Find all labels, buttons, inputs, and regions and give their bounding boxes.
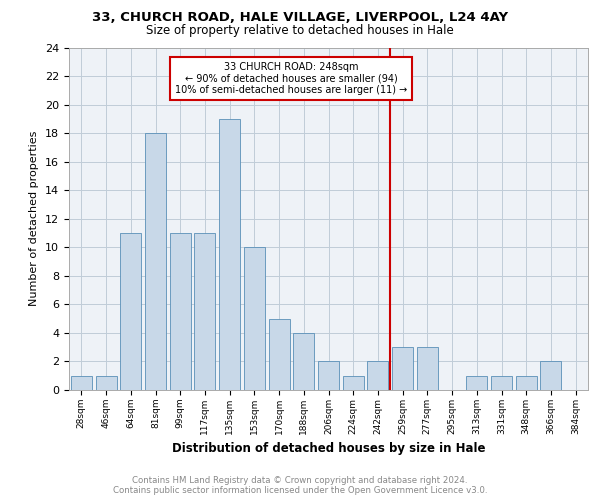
Bar [392, 347, 413, 390]
Text: 33, CHURCH ROAD, HALE VILLAGE, LIVERPOOL, L24 4AY: 33, CHURCH ROAD, HALE VILLAGE, LIVERPOOL… [92, 11, 508, 24]
Bar [466, 376, 487, 390]
Bar [170, 233, 191, 390]
Bar [95, 376, 116, 390]
Bar [367, 362, 388, 390]
Text: Contains HM Land Registry data © Crown copyright and database right 2024.: Contains HM Land Registry data © Crown c… [132, 476, 468, 485]
Bar [219, 119, 240, 390]
Bar [269, 318, 290, 390]
Bar [343, 376, 364, 390]
Y-axis label: Number of detached properties: Number of detached properties [29, 131, 40, 306]
Bar [71, 376, 92, 390]
Bar [417, 347, 438, 390]
Bar [491, 376, 512, 390]
Bar [293, 333, 314, 390]
Bar [541, 362, 562, 390]
Bar [120, 233, 141, 390]
Bar [145, 133, 166, 390]
Text: 33 CHURCH ROAD: 248sqm
← 90% of detached houses are smaller (94)
10% of semi-det: 33 CHURCH ROAD: 248sqm ← 90% of detached… [175, 62, 407, 95]
Bar [318, 362, 339, 390]
Bar [516, 376, 537, 390]
Bar [194, 233, 215, 390]
Text: Size of property relative to detached houses in Hale: Size of property relative to detached ho… [146, 24, 454, 37]
Text: Contains public sector information licensed under the Open Government Licence v3: Contains public sector information licen… [113, 486, 487, 495]
X-axis label: Distribution of detached houses by size in Hale: Distribution of detached houses by size … [172, 442, 485, 456]
Bar [244, 248, 265, 390]
